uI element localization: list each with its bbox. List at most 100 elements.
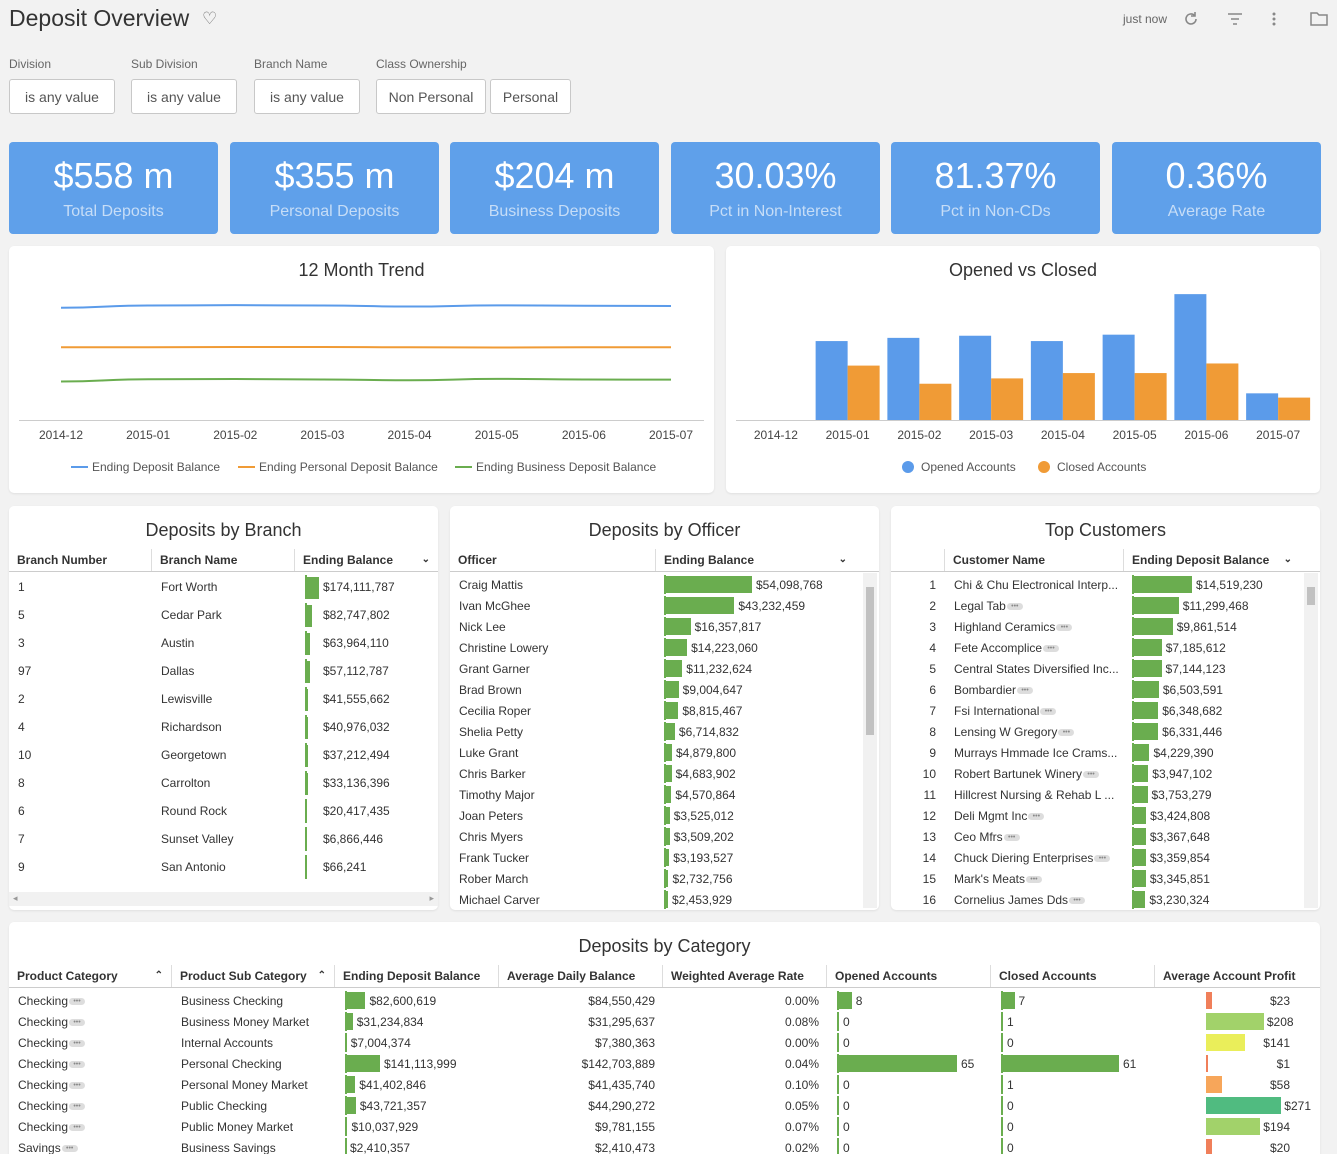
more-dots-icon[interactable]: ••• [1006,603,1023,611]
more-dots-icon[interactable]: ••• [69,1124,86,1132]
balance-cell: $6,714,832 [678,725,739,739]
bar [991,378,1024,420]
sort-chevron-icon[interactable]: ⌄ [421,554,430,565]
more-dots-icon[interactable]: ••• [69,1040,86,1048]
sort-up-icon[interactable]: ⌃ [317,970,326,981]
more-dots-icon[interactable]: ••• [69,1019,86,1027]
closed-bar [1001,992,1015,1009]
more-dots-icon[interactable]: ••• [1083,771,1100,779]
col-customer-name[interactable]: Customer Name [945,549,1124,571]
more-dots-icon[interactable]: ••• [1040,708,1057,716]
rank-cell: 14 [922,851,936,865]
col-branch-name[interactable]: Branch Name [152,549,295,571]
col-customer-balance[interactable]: Ending Deposit Balance ⌄ [1124,549,1302,571]
col-closed-accounts[interactable]: Closed Accounts [991,965,1155,987]
customers-v-scrollbar[interactable] [1304,573,1318,908]
bar-axis [837,1012,839,1031]
officer-v-scrollbar[interactable] [863,573,877,908]
x-tick-label: 2015-03 [300,428,344,442]
profit-cell: $1 [1276,1057,1290,1071]
sort-chevron-icon[interactable]: ⌄ [838,554,847,565]
more-dots-icon[interactable]: ••• [1017,687,1034,695]
col-label: Product Category [17,969,118,983]
more-dots-icon[interactable]: ••• [1058,729,1075,737]
kpi-pct-non-interest[interactable]: 30.03% Pct in Non-Interest [671,142,880,234]
col-ending-deposit-balance[interactable]: Ending Deposit Balance [335,965,499,987]
profit-bar [1206,992,1213,1009]
sort-up-icon[interactable]: ⌃ [154,970,163,981]
more-dots-icon[interactable]: ••• [69,1082,86,1090]
sort-chevron-icon[interactable]: ⌄ [1283,554,1292,565]
branch-table: Branch Number Branch Name Ending Balance… [9,549,438,889]
filter-label-branch: Branch Name [254,57,328,71]
bar [1174,294,1207,420]
subdivision-filter-button[interactable]: is any value [131,79,237,114]
branch-h-scrollbar[interactable]: ◂ ▸ [9,892,438,906]
bar-axis [1001,1138,1003,1154]
more-dots-icon[interactable]: ••• [1043,645,1060,653]
officer-title: Deposits by Officer [588,520,741,540]
bar-axis [837,1117,839,1136]
branch-filter-button[interactable]: is any value [254,79,360,114]
more-dots-icon[interactable]: ••• [69,998,86,1006]
folder-icon[interactable] [1309,9,1329,29]
more-dots-icon[interactable]: ••• [61,1145,78,1153]
col-product-sub-category[interactable]: Product Sub Category ⌃ [172,965,335,987]
customer-name-cell: Chuck Diering Enterprises ••• [954,851,1111,865]
more-dots-icon[interactable]: ••• [1056,624,1073,632]
officer-table: Officer Ending Balance ⌄ Craig Mattis $54,… [450,549,879,909]
personal-toggle[interactable]: Personal [490,79,571,114]
closed-cell: 1 [1007,1015,1014,1029]
more-vert-icon[interactable] [1264,9,1284,29]
col-opened-accounts[interactable]: Opened Accounts [827,965,991,987]
kpi-pct-non-cds[interactable]: 81.37% Pct in Non-CDs [891,142,1100,234]
branch-name-cell: Sunset Valley [161,832,234,846]
more-dots-icon[interactable]: ••• [1028,813,1045,821]
customer-name-text: Bombardier [954,683,1017,697]
kpi-value: $355 m [274,155,395,196]
col-ending-balance[interactable]: Ending Balance ⌄ [295,549,438,571]
non-personal-toggle[interactable]: Non Personal [376,79,486,114]
balance-cell: $3,424,808 [1150,809,1211,823]
more-dots-icon[interactable]: ••• [1003,834,1020,842]
balance-bar [664,576,752,593]
col-officer[interactable]: Officer [450,549,656,571]
bar [1278,397,1311,420]
more-dots-icon[interactable]: ••• [1025,876,1042,884]
kpi-personal-deposits[interactable]: $355 m Personal Deposits [230,142,439,234]
rank-cell: 13 [922,830,936,844]
more-dots-icon[interactable]: ••• [1069,897,1086,905]
kpi-average-rate[interactable]: 0.36% Average Rate [1112,142,1321,234]
customer-name-text: Fete Accomplice [954,641,1043,655]
col-officer-balance[interactable]: Ending Balance ⌄ [656,549,861,571]
more-dots-icon[interactable]: ••• [1094,855,1111,863]
balance-bar [1132,828,1146,845]
division-filter-button[interactable]: is any value [9,79,115,114]
x-tick-label: 2015-01 [126,428,170,442]
favorite-heart-icon[interactable]: ♡ [202,9,218,28]
col-weighted-average-rate[interactable]: Weighted Average Rate [663,965,827,987]
balance-bar [345,1118,348,1135]
balance-bar [664,744,672,761]
filter-icon[interactable] [1225,9,1245,29]
opened-cell: 8 [855,994,863,1008]
bar-axis [837,1033,839,1052]
col-average-daily-balance[interactable]: Average Daily Balance [499,965,663,987]
kpi-business-deposits[interactable]: $204 m Business Deposits [450,142,659,234]
col-branch-number[interactable]: Branch Number [9,549,152,571]
refresh-icon[interactable] [1181,9,1201,29]
balance-bar [305,605,312,627]
branch-number-cell: 1 [18,580,25,594]
kpi-total-deposits[interactable]: $558 m Total Deposits [9,142,218,234]
col-product-category[interactable]: Product Category ⌃ [9,965,172,987]
branch-name-cell: Fort Worth [161,580,218,594]
more-dots-icon[interactable]: ••• [69,1061,86,1069]
trend-chart: 2014-12 2015-01 2015-02 2015-03 2015-04 2015-… [19,304,704,474]
customer-name-text: Central States Diversified Inc... [954,662,1119,676]
sub-category-cell: Public Checking [181,1099,268,1113]
more-dots-icon[interactable]: ••• [69,1103,86,1111]
x-tick-label: 2015-02 [897,428,941,442]
profit-bar [1206,1034,1246,1051]
col-average-account-profit[interactable]: Average Account Profit [1163,969,1296,983]
rank-cell: 12 [922,809,936,823]
